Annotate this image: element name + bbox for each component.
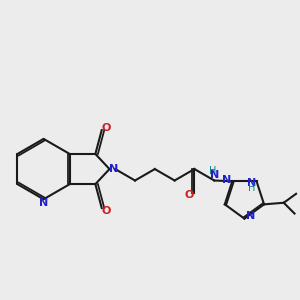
Text: N: N xyxy=(245,211,255,221)
Text: H: H xyxy=(209,166,216,176)
Text: N: N xyxy=(210,170,219,180)
Text: H: H xyxy=(248,183,255,193)
Text: O: O xyxy=(102,206,111,215)
Text: N: N xyxy=(109,164,119,174)
Text: N: N xyxy=(247,178,256,188)
Text: O: O xyxy=(185,190,194,200)
Text: N: N xyxy=(222,175,231,185)
Text: N: N xyxy=(39,198,48,208)
Text: O: O xyxy=(102,123,111,133)
